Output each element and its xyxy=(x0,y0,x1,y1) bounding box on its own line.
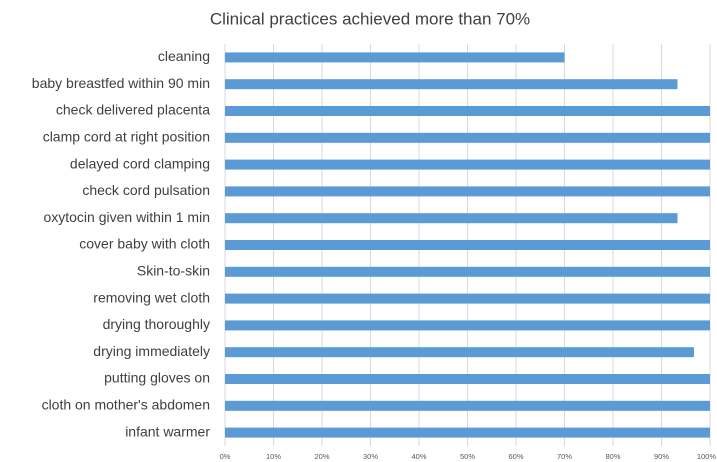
y-tick-label: cover baby with cloth xyxy=(79,236,210,252)
bar xyxy=(225,159,710,170)
bar xyxy=(225,293,710,304)
y-tick-label: drying thoroughly xyxy=(103,316,210,332)
x-tick-label: 20% xyxy=(314,452,329,461)
bar xyxy=(225,79,678,90)
x-tick-label: 10% xyxy=(266,452,281,461)
bar xyxy=(225,213,678,224)
bar xyxy=(225,400,710,411)
x-tick-label: 70% xyxy=(557,452,572,461)
y-tick-label: delayed cord clamping xyxy=(70,155,210,171)
x-tick-label: 100% xyxy=(697,452,717,461)
y-tick-label: oxytocin given within 1 min xyxy=(43,209,210,225)
x-tick-label: 0% xyxy=(220,452,231,461)
y-tick-label: check delivered placenta xyxy=(56,102,210,118)
x-tick-label: 90% xyxy=(654,452,669,461)
bar xyxy=(225,106,710,116)
y-tick-label: Skin-to-skin xyxy=(137,263,210,279)
chart-title: Clinical practices achieved more than 70… xyxy=(210,9,530,28)
x-tick-label: 50% xyxy=(460,452,475,461)
y-tick-label: infant warmer xyxy=(125,423,210,439)
bar xyxy=(225,374,710,384)
bar xyxy=(225,186,710,197)
y-tick-label: drying immediately xyxy=(93,343,210,359)
x-tick-label: 30% xyxy=(363,452,378,461)
x-tick-label: 80% xyxy=(605,452,620,461)
bar xyxy=(225,240,710,250)
y-tick-label: removing wet cloth xyxy=(93,289,210,305)
bar xyxy=(225,52,565,63)
y-tick-label: cleaning xyxy=(158,48,210,64)
x-tick-label: 40% xyxy=(411,452,426,461)
bar xyxy=(225,266,710,277)
bar xyxy=(225,347,694,358)
y-tick-label: check cord pulsation xyxy=(82,182,210,198)
bar xyxy=(225,320,710,331)
bar xyxy=(225,427,710,438)
y-tick-label: putting gloves on xyxy=(104,370,210,386)
y-tick-label: baby breastfed within 90 min xyxy=(32,75,210,91)
x-tick-label: 60% xyxy=(508,452,523,461)
bar xyxy=(225,132,710,143)
y-tick-label: cloth on mother's abdomen xyxy=(42,397,210,413)
y-tick-label: clamp cord at right position xyxy=(43,129,210,145)
